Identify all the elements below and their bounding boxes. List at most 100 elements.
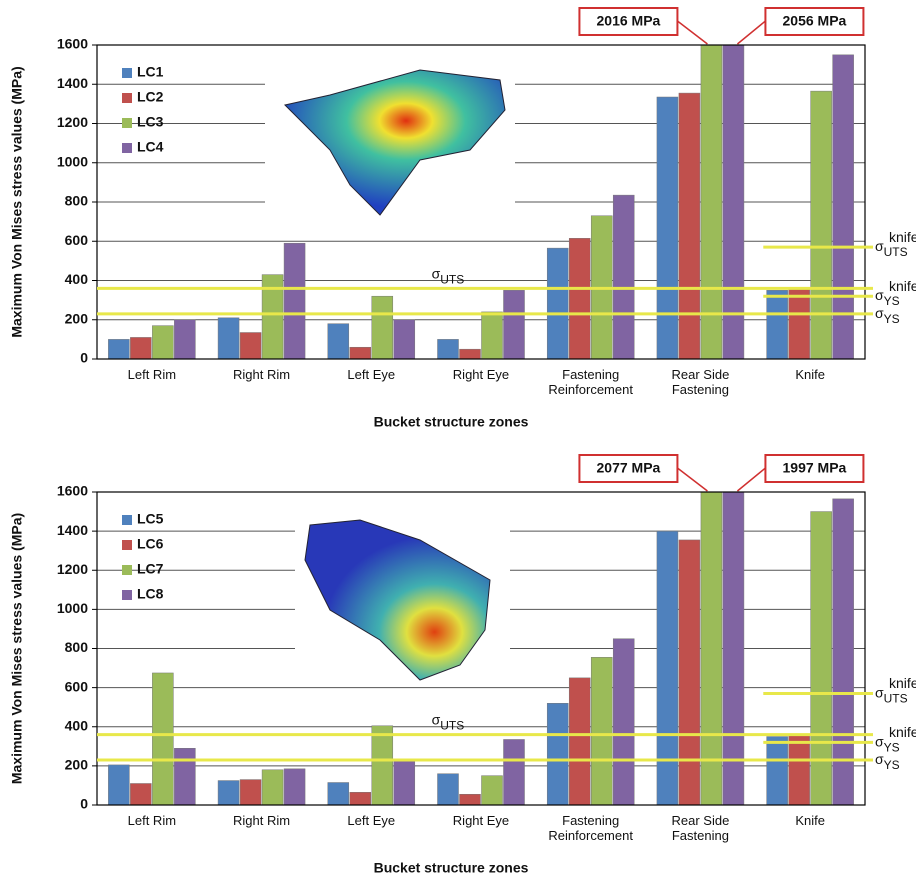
bar	[437, 773, 459, 805]
bar	[371, 725, 394, 805]
bar	[832, 498, 854, 805]
x-tick-label: Left Rim	[127, 813, 177, 828]
legend-label: LC8	[137, 586, 164, 602]
bar	[481, 775, 503, 805]
x-tick-label: Left Eye	[347, 813, 396, 828]
reference-label: σUTS	[875, 238, 908, 259]
reference-label: σYS	[875, 305, 900, 326]
y-tick-label: 1600	[57, 483, 88, 499]
x-tick-label-box: Left Eye	[347, 367, 396, 382]
bar	[108, 764, 130, 805]
callout-label: 2077 MPa	[597, 460, 661, 476]
callout-label: 2016 MPa	[597, 13, 661, 29]
bar	[152, 672, 174, 805]
x-tick-label: Rear Side Fastening	[671, 813, 730, 843]
reference-label: σUTS	[875, 684, 908, 705]
x-tick-label-box: Fastening Reinforcement	[548, 813, 633, 843]
callout-label: 2056 MPa	[783, 13, 847, 29]
bar	[810, 511, 832, 805]
x-tick-label-box: Right Eye	[453, 813, 509, 828]
legend-label: LC5	[137, 511, 164, 527]
legend-label: LC6	[137, 536, 164, 552]
ref-sub: YS	[884, 294, 900, 308]
reference-sup: knife	[889, 724, 916, 740]
x-tick-label-box: Knife	[795, 367, 825, 382]
ref-sub: UTS	[884, 692, 908, 706]
legend-label: LC4	[137, 139, 164, 155]
bar	[283, 768, 306, 805]
y-tick-label: 1000	[57, 600, 88, 616]
bar	[722, 45, 745, 359]
y-tick-label: 600	[65, 678, 89, 694]
bar	[239, 779, 262, 805]
reference-label: σYS	[875, 733, 900, 754]
x-tick-label-box: Left Eye	[347, 813, 396, 828]
y-tick-label: 0	[80, 350, 88, 366]
bar	[612, 194, 635, 359]
ref-sub: YS	[884, 758, 900, 772]
bar	[546, 703, 569, 805]
bar	[832, 54, 854, 359]
bar	[722, 492, 745, 805]
y-tick-label: 1400	[57, 522, 88, 538]
bar	[656, 96, 679, 359]
bar	[130, 337, 152, 359]
y-tick-label: 0	[80, 796, 88, 812]
x-axis-title: Bucket structure zones	[374, 860, 529, 876]
callout-box	[578, 7, 679, 36]
x-tick-label-box: Left Rim	[127, 367, 177, 382]
ref-symbol: σ	[432, 711, 441, 727]
ref-sub: UTS	[884, 245, 908, 259]
y-tick-label: 400	[65, 271, 89, 287]
bar	[130, 783, 152, 805]
x-tick-label: Right Rim	[233, 813, 291, 828]
y-tick-label: 1200	[57, 114, 88, 130]
ref-symbol: σ	[875, 733, 884, 749]
legend-swatch	[122, 68, 132, 78]
legend-label: LC2	[137, 89, 164, 105]
ref-sub: YS	[884, 312, 900, 326]
reference-sup: knife	[889, 229, 916, 245]
bar	[678, 539, 701, 805]
x-tick-label: Left Eye	[347, 367, 396, 382]
bar	[239, 332, 262, 359]
legend-swatch	[122, 565, 132, 575]
bar	[349, 346, 372, 359]
bar	[546, 247, 569, 359]
bar	[766, 736, 788, 805]
legend-swatch	[122, 143, 132, 153]
bar	[568, 238, 591, 359]
bar	[568, 677, 591, 805]
bucket-illustration	[304, 519, 491, 681]
bar	[217, 780, 240, 805]
x-tick-label: Knife	[795, 813, 825, 828]
y-tick-label: 1000	[57, 153, 88, 169]
y-tick-label: 1200	[57, 561, 88, 577]
bar	[656, 530, 679, 805]
bar	[788, 289, 810, 359]
ref-symbol: σ	[432, 265, 441, 281]
y-tick-label: 1400	[57, 75, 88, 91]
y-tick-label: 800	[65, 639, 89, 655]
y-tick-label: 1600	[57, 36, 88, 52]
ref-symbol: σ	[875, 238, 884, 254]
x-tick-label-box: Fastening Reinforcement	[548, 367, 633, 397]
callout-box	[764, 7, 865, 36]
reference-label: σUTS	[432, 265, 465, 286]
ref-symbol: σ	[875, 287, 884, 303]
reference-sup: knife	[889, 675, 916, 691]
y-tick-label: 200	[65, 310, 89, 326]
bar	[349, 792, 372, 805]
bar	[459, 348, 481, 359]
bar	[174, 319, 196, 359]
x-tick-label: Rear Side Fastening	[671, 367, 730, 397]
bar	[152, 325, 174, 359]
bar	[217, 317, 240, 359]
bar	[174, 748, 196, 805]
callout-arrow	[736, 20, 766, 45]
bar	[766, 290, 788, 359]
x-axis-title: Bucket structure zones	[374, 414, 529, 430]
x-tick-label: Left Rim	[127, 367, 177, 382]
